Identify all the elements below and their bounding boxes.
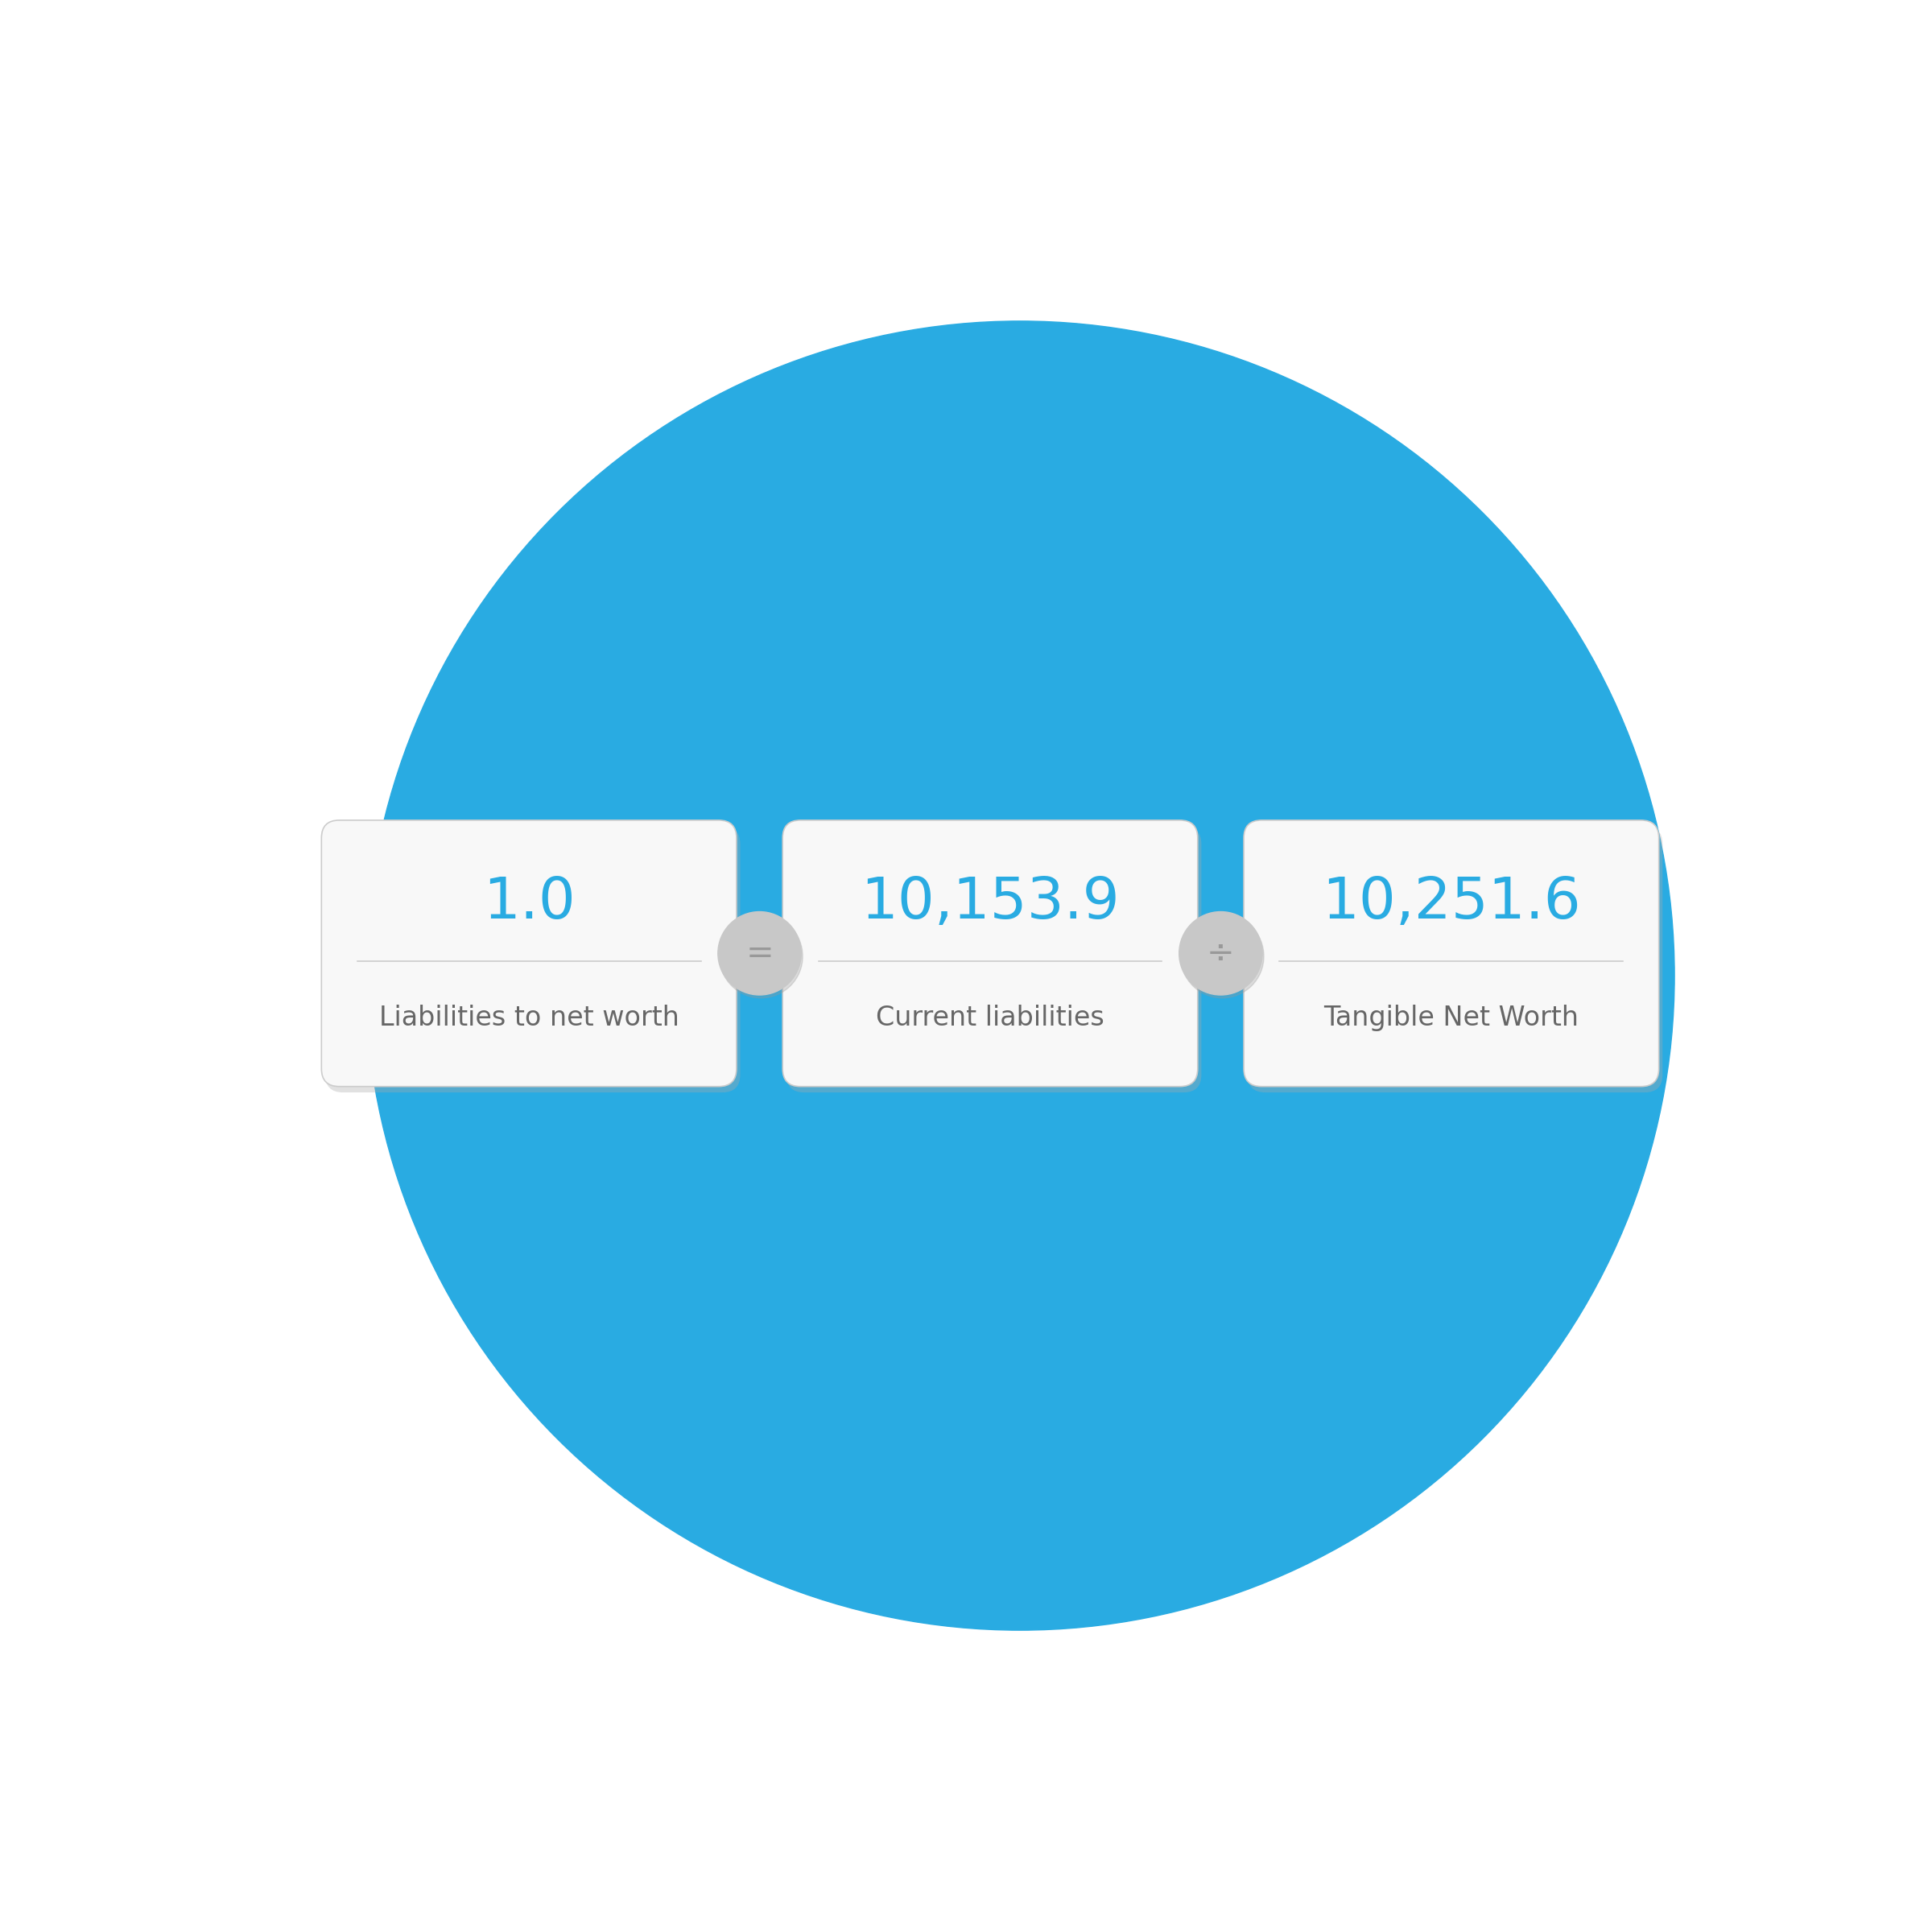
- FancyBboxPatch shape: [321, 821, 736, 1086]
- Text: 10,153.9: 10,153.9: [860, 875, 1121, 931]
- Text: =: =: [746, 937, 773, 970]
- Circle shape: [365, 321, 1675, 1631]
- Text: 10,251.6: 10,251.6: [1321, 875, 1580, 931]
- Text: 1.0: 1.0: [483, 875, 576, 931]
- Circle shape: [719, 914, 802, 999]
- Text: ÷: ÷: [1208, 937, 1235, 970]
- Text: Liabilities to net worth: Liabilities to net worth: [379, 1005, 678, 1032]
- Circle shape: [1179, 912, 1262, 995]
- FancyBboxPatch shape: [1248, 827, 1663, 1092]
- FancyBboxPatch shape: [786, 827, 1202, 1092]
- FancyBboxPatch shape: [782, 821, 1198, 1086]
- Text: Tangible Net Worth: Tangible Net Worth: [1323, 1005, 1578, 1032]
- FancyBboxPatch shape: [1244, 821, 1660, 1086]
- Circle shape: [1180, 914, 1264, 999]
- Text: Current liabilities: Current liabilities: [875, 1005, 1105, 1032]
- Circle shape: [719, 912, 802, 995]
- FancyBboxPatch shape: [325, 827, 740, 1092]
